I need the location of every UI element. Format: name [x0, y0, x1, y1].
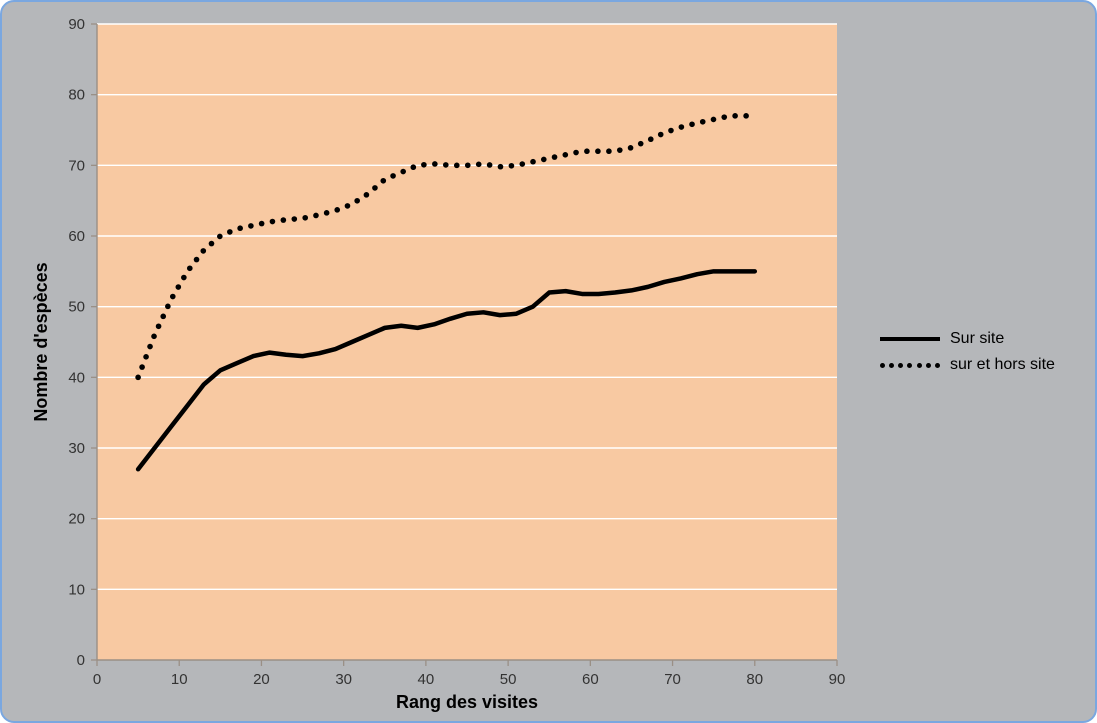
svg-text:80: 80 [746, 671, 763, 688]
legend-item-sur-et-hors-site: sur et hors site [880, 356, 1055, 374]
svg-text:30: 30 [335, 671, 352, 688]
svg-text:10: 10 [171, 671, 188, 688]
legend-item-sur-site: Sur site [880, 330, 1055, 348]
legend-label: sur et hors site [950, 356, 1055, 374]
legend-swatch-solid [880, 337, 940, 341]
legend: Sur site sur et hors site [880, 322, 1055, 382]
svg-text:50: 50 [68, 299, 85, 316]
chart-container: 0 10 20 30 40 50 60 70 80 90 0 10 20 30 40 50 60 70 80 90 Ra… [0, 0, 1097, 723]
svg-text:0: 0 [77, 652, 85, 669]
svg-text:90: 90 [68, 16, 85, 33]
svg-text:40: 40 [68, 369, 85, 386]
svg-text:10: 10 [68, 581, 85, 598]
svg-text:80: 80 [68, 87, 85, 104]
svg-text:50: 50 [500, 671, 517, 688]
svg-text:90: 90 [829, 671, 846, 688]
svg-text:30: 30 [68, 440, 85, 457]
svg-text:70: 70 [68, 157, 85, 174]
svg-text:20: 20 [253, 671, 270, 688]
svg-text:70: 70 [664, 671, 681, 688]
svg-text:0: 0 [93, 671, 101, 688]
legend-label: Sur site [950, 330, 1004, 348]
plot-area: 0 10 20 30 40 50 60 70 80 90 0 10 20 30 40 50 60 70 80 90 Ra… [27, 14, 847, 715]
svg-text:Nombre d'espèces: Nombre d'espèces [31, 262, 51, 421]
svg-text:20: 20 [68, 511, 85, 528]
legend-swatch-dotted [880, 361, 940, 369]
svg-text:60: 60 [68, 228, 85, 245]
svg-text:60: 60 [582, 671, 599, 688]
svg-text:Rang des visites: Rang des visites [396, 692, 538, 712]
svg-text:40: 40 [418, 671, 435, 688]
chart-svg: 0 10 20 30 40 50 60 70 80 90 0 10 20 30 40 50 60 70 80 90 Ra… [27, 14, 847, 715]
